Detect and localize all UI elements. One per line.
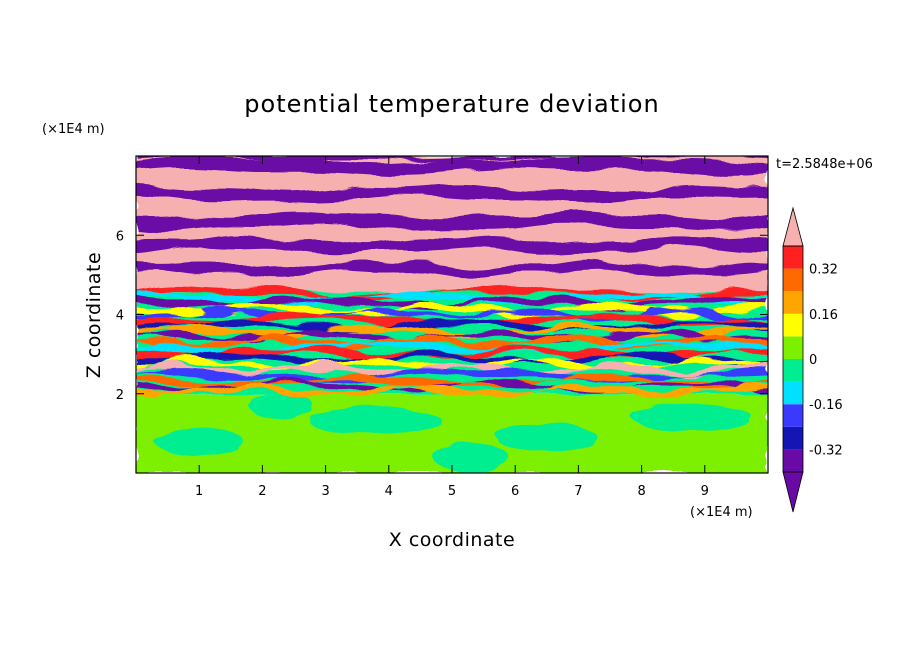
colorbar-segment [783, 449, 803, 472]
plot-area [136, 156, 768, 473]
x-tick-label: 9 [701, 484, 709, 499]
colorbar-segment [783, 268, 803, 292]
mixed-band [136, 323, 768, 340]
x-tick-label: 4 [385, 484, 393, 499]
colorbar-label: -0.32 [809, 443, 843, 458]
mixed-band [136, 362, 768, 378]
y-tick-label: 6 [116, 229, 124, 244]
x-axis-ticks: 1 2 3 4 5 6 7 8 9 [195, 156, 709, 499]
mixed-band [136, 382, 768, 399]
colorbar-segment [783, 359, 803, 382]
upper-band [136, 211, 768, 232]
mixed-band [136, 318, 768, 334]
colorbar-segment [783, 313, 803, 337]
y-axis-ticks: 2 4 6 [116, 229, 768, 403]
colorbar-segment [783, 291, 803, 314]
colorbar-label: 0.32 [809, 263, 838, 278]
colorbar-segment [783, 381, 803, 405]
colorbar-frame [782, 245, 804, 473]
colorbar: 0.32 0.16 0 -0.16 -0.32 [782, 206, 843, 513]
y-tick-label: 4 [116, 309, 124, 324]
lower-patch [433, 443, 509, 472]
colorbar-label: -0.16 [809, 398, 843, 413]
colorbar-segment [783, 336, 803, 359]
mixed-band [136, 345, 768, 362]
x-tick-label: 6 [511, 484, 519, 499]
colorbar-segment [783, 246, 803, 269]
x-tick-label: 7 [574, 484, 582, 499]
lower-patch [632, 403, 753, 432]
contour-field [136, 156, 768, 473]
x-tick-label: 1 [195, 484, 203, 499]
mixed-band [136, 351, 768, 367]
mixed-band [136, 328, 768, 344]
upper-band [136, 156, 768, 176]
mixed-band [136, 340, 768, 355]
y-tick-label: 2 [116, 388, 124, 403]
colorbar-extend-top [782, 206, 804, 247]
y-axis-label: Z coordinate [83, 252, 105, 378]
x-tick-label: 2 [258, 484, 266, 499]
mixed-band [136, 373, 768, 389]
upper-band [136, 235, 768, 255]
colorbar-segment [783, 426, 803, 450]
x-tick-label: 8 [637, 484, 645, 499]
lower-patch [249, 391, 313, 420]
colorbar-label: 0.16 [809, 308, 838, 323]
colorbar-segment [783, 404, 803, 427]
upper-band [136, 184, 768, 203]
colorbar-extend-bottom [782, 471, 804, 513]
lower-patch [309, 407, 443, 436]
lower-patch [496, 423, 598, 452]
chart-title: potential temperature deviation [244, 90, 659, 118]
mixed-band [136, 311, 768, 329]
mixed-band [136, 301, 768, 318]
time-label: t=2.5848e+06 [776, 157, 873, 172]
x-tick-label: 5 [448, 484, 456, 499]
x-unit-label: (×1E4 m) [690, 505, 753, 520]
upper-band [136, 260, 768, 278]
y-unit-label: (×1E4 m) [42, 122, 105, 137]
lower-patch [154, 427, 244, 456]
x-tick-label: 3 [321, 484, 329, 499]
colorbar-label: 0 [809, 353, 817, 368]
x-axis-label: X coordinate [389, 529, 515, 551]
